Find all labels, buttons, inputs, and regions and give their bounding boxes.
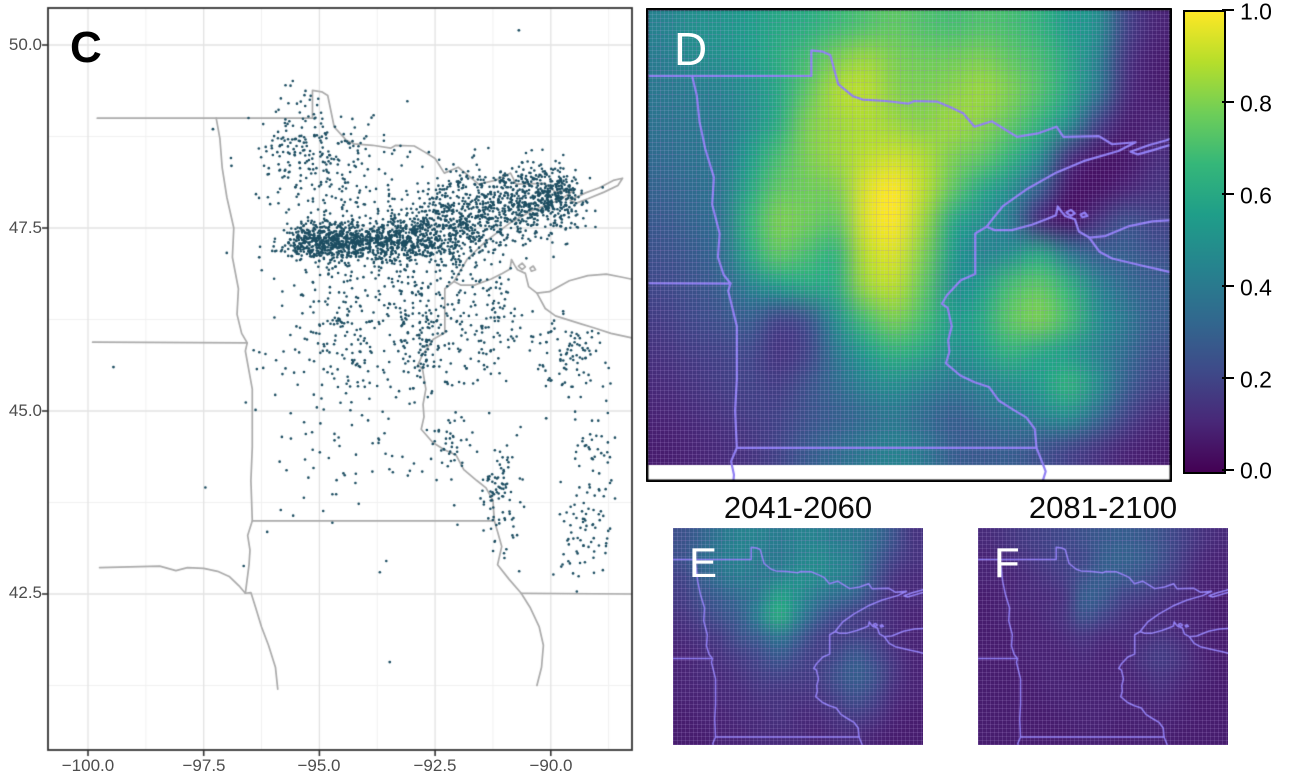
colorbar-tick-mark: [1222, 469, 1234, 471]
colorbar-tick-label: 0.0: [1240, 457, 1272, 484]
scatter-map-canvas: [0, 0, 645, 781]
heatmap-d-canvas: [646, 8, 1172, 482]
y-tick-label: 50.0: [8, 35, 42, 54]
colorbar-tick-label: 0.4: [1240, 274, 1272, 301]
panel-e-title: 2041-2060: [723, 490, 873, 525]
colorbar-tick-mark: [1222, 101, 1234, 103]
panel-e-label: E: [689, 539, 718, 586]
panel-f-label: F: [994, 539, 1020, 586]
y-tick-label: 42.5: [8, 583, 42, 602]
colorbar-tick-label: 1.0: [1240, 0, 1272, 25]
colorbar-tick-label: 0.2: [1240, 366, 1272, 393]
x-tick-label: −92.5: [413, 756, 457, 775]
x-tick-label: −95.0: [297, 756, 341, 775]
heatmap-f-canvas: [978, 528, 1228, 745]
panel-d-label: D: [674, 23, 708, 75]
panel-f-title: 2081-2100: [1028, 490, 1178, 525]
colorbar-tick-label: 0.6: [1240, 182, 1272, 209]
colorbar-tick-mark: [1222, 193, 1234, 195]
panel-e: E: [673, 528, 923, 745]
heatmap-e-canvas: [673, 528, 923, 745]
colorbar: [1183, 10, 1226, 474]
panel-c: C −100.0 −97.5 −95.0 −92.5 −90.0 50.0 47…: [0, 0, 645, 781]
colorbar-tick-mark: [1222, 377, 1234, 379]
panel-f: F: [978, 528, 1228, 745]
x-tick-label: −90.0: [529, 756, 573, 775]
y-tick-label: 47.5: [8, 218, 42, 237]
panel-c-label: C: [70, 23, 102, 72]
x-tick-label: −97.5: [182, 756, 226, 775]
colorbar-tick-label: 0.8: [1240, 90, 1272, 117]
panel-d: D: [646, 8, 1172, 482]
colorbar-tick-mark: [1222, 9, 1234, 11]
colorbar-tick-mark: [1222, 285, 1234, 287]
x-tick-label: −100.0: [61, 756, 115, 775]
y-tick-label: 45.0: [8, 401, 42, 420]
